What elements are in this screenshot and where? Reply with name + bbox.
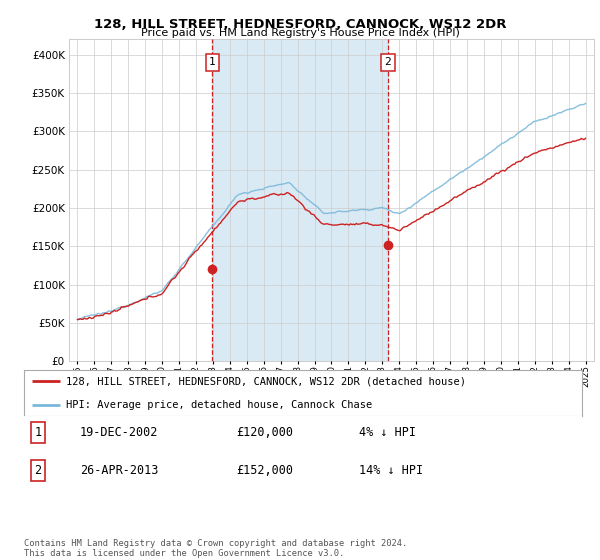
Text: Price paid vs. HM Land Registry's House Price Index (HPI): Price paid vs. HM Land Registry's House … (140, 28, 460, 38)
Text: 128, HILL STREET, HEDNESFORD, CANNOCK, WS12 2DR (detached house): 128, HILL STREET, HEDNESFORD, CANNOCK, W… (66, 376, 466, 386)
Text: 14% ↓ HPI: 14% ↓ HPI (359, 464, 423, 477)
Text: 1: 1 (34, 426, 41, 439)
Text: 26-APR-2013: 26-APR-2013 (80, 464, 158, 477)
Text: 2: 2 (385, 57, 391, 67)
Text: Contains HM Land Registry data © Crown copyright and database right 2024.
This d: Contains HM Land Registry data © Crown c… (24, 539, 407, 558)
Bar (212, 39, 388, 361)
Text: 128, HILL STREET, HEDNESFORD, CANNOCK, WS12 2DR: 128, HILL STREET, HEDNESFORD, CANNOCK, W… (94, 18, 506, 31)
Text: £120,000: £120,000 (236, 426, 293, 439)
Text: 1: 1 (209, 57, 216, 67)
Text: 4% ↓ HPI: 4% ↓ HPI (359, 426, 416, 439)
Text: 19-DEC-2002: 19-DEC-2002 (80, 426, 158, 439)
Text: £152,000: £152,000 (236, 464, 293, 477)
Text: HPI: Average price, detached house, Cannock Chase: HPI: Average price, detached house, Cann… (66, 400, 372, 410)
Text: 2: 2 (34, 464, 41, 477)
